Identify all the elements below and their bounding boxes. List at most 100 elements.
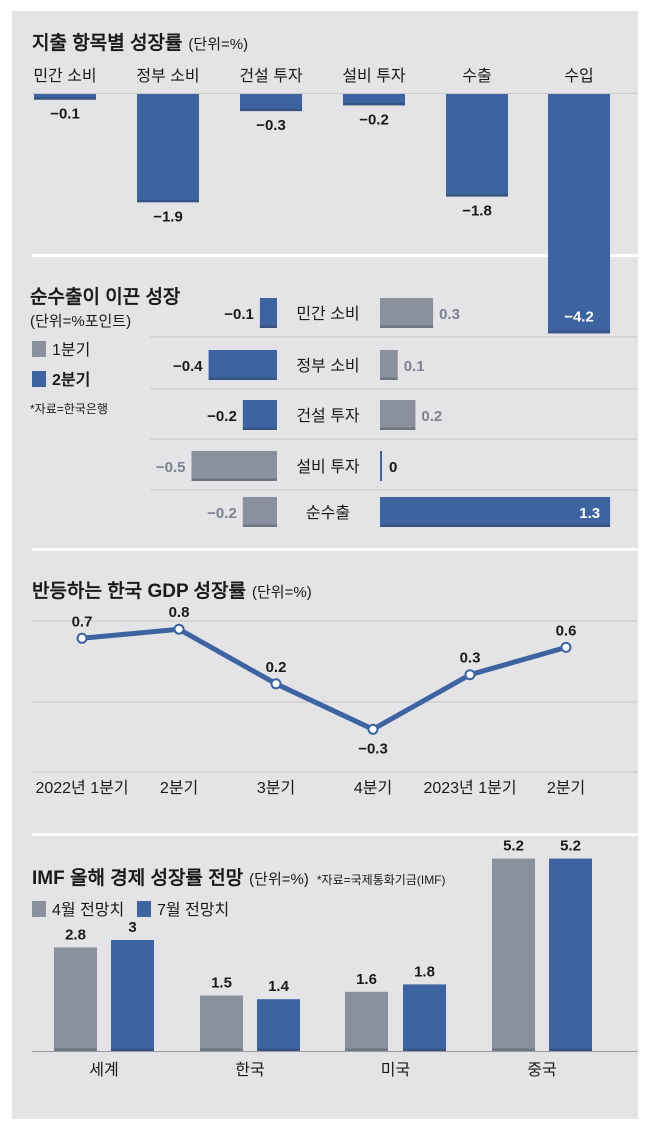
panel1-bar-shadow — [548, 330, 610, 334]
panel3-category-label: 2023년 1분기 — [423, 779, 516, 797]
panel2-bar-q1-shadow — [242, 524, 277, 527]
panel4-bar-july-fill — [403, 984, 446, 1051]
legend-swatch-q1 — [32, 341, 46, 357]
panel3-heading: 반등하는 한국 GDP 성장률 (단위=%) — [32, 580, 312, 602]
panel1-category-label: 정부 소비 — [136, 67, 199, 85]
panel1-bar-shadow — [137, 199, 199, 203]
panel4-bar-july-fill — [257, 999, 300, 1051]
panel1-bars: 민간 소비 −0.1 정부 소비 −1.9 건설 투자 −0.3 설비 투자 −0.2 수출 −1… — [32, 67, 638, 334]
panel4-bar-april-fill — [345, 991, 388, 1051]
panel4-value-label-april: 2.8 — [65, 926, 86, 943]
infographic-frame: 지출 항목별 성장률 (단위=%) 민간 소비 −0.1 정부 소비 −1.9 건설 투자… — [12, 11, 638, 1119]
panel1-category-label: 건설 투자 — [239, 67, 303, 85]
panel4-bar-july-fill — [111, 940, 154, 1051]
panel4-bar-april-fill — [54, 947, 97, 1051]
panel2-value-label-q2: 1.3 — [579, 505, 600, 522]
panel2-value-label-q2: −0.1 — [224, 306, 254, 323]
panel3-value-label: 0.3 — [460, 650, 481, 667]
panel3-point — [76, 632, 88, 644]
legend-swatch-july — [137, 901, 151, 917]
panel2-value-label-q2: −0.4 — [173, 358, 203, 375]
panel4-unit: (단위=%) — [249, 871, 309, 888]
panel3-value-label: 0.8 — [169, 604, 190, 621]
panel4-bar-april-shadow — [200, 1048, 243, 1051]
panel4-category-label: 세계 — [89, 1061, 118, 1079]
panel1-value-label: −1.9 — [153, 208, 183, 225]
panel4-bar-july-shadow — [549, 1048, 592, 1051]
divider-3 — [32, 833, 638, 836]
panel4-bar-july-shadow — [403, 1048, 446, 1051]
panel4-bar-april — [54, 947, 97, 1051]
panel4-value-label-july: 5.2 — [560, 838, 581, 855]
panel4-bar-july — [403, 984, 446, 1051]
panel4-bar-april-fill — [200, 995, 243, 1051]
panel2-unit: (단위=%포인트) — [30, 313, 131, 330]
panel2-bar-q1 — [380, 350, 398, 380]
panel1-bar-shadow — [240, 108, 302, 112]
panel4-bar-april — [492, 858, 535, 1051]
legend-swatch-april — [32, 901, 46, 917]
panel2-bar-q2-shadow — [259, 325, 277, 328]
panel1-bar-shadow — [446, 194, 508, 197]
panel3-point — [560, 641, 572, 653]
panel2-bar-q2 — [208, 350, 277, 380]
panel2-bar-q1-fill — [380, 400, 416, 430]
panel2-bar-q1 — [191, 451, 277, 481]
panel4-bar-july — [549, 858, 592, 1051]
panel1-heading: 지출 항목별 성장률 (단위=%) — [32, 32, 248, 54]
legend-label-april: 4월 전망치 — [52, 901, 124, 919]
panel1-bar-fill — [34, 94, 96, 100]
panel2-value-label-q1: −0.5 — [156, 459, 186, 476]
legend-label-q2: 2분기 — [52, 371, 90, 389]
panel3-value-label: 0.7 — [72, 613, 93, 630]
panel4-bar-july — [111, 940, 154, 1051]
panel3-unit: (단위=%) — [252, 584, 312, 601]
panel2-category-label: 정부 소비 — [296, 357, 359, 375]
panel1-category-label: 민간 소비 — [33, 67, 96, 85]
panel4-category-label: 한국 — [235, 1061, 264, 1079]
panel2-bar-q1 — [242, 497, 277, 527]
panel4-bar-july-shadow — [257, 1048, 300, 1051]
panel3-series-line — [79, 626, 569, 732]
panel4-value-label-april: 1.5 — [211, 975, 232, 992]
panel4-value-label-july: 1.4 — [268, 978, 290, 995]
panel3-value-label: 0.6 — [556, 622, 577, 639]
panel3-line-chart: 0.7 2022년 1분기 0.8 2분기 0.2 3분기 −0.3 4분기 0.3 2023년 … — [32, 604, 638, 797]
panel2-category-label: 설비 투자 — [296, 458, 360, 476]
panel2-bar-q1-fill — [380, 350, 398, 380]
divider-2 — [32, 548, 638, 551]
panel2-bar-q2-zero — [380, 451, 382, 481]
panel1-bar — [548, 94, 610, 334]
panel3-point — [464, 669, 476, 681]
panel1-bar — [240, 94, 302, 112]
panel4-category-label: 미국 — [381, 1061, 410, 1079]
panel4-bar-april — [345, 991, 388, 1051]
panel1-bar-fill — [343, 94, 405, 106]
panel2-bar-q2 — [380, 497, 611, 527]
panel3-category-label: 3분기 — [257, 779, 295, 797]
panel1-bar-fill — [137, 94, 199, 203]
panel3-point — [173, 623, 185, 635]
panel4-heading: IMF 올해 경제 성장률 전망 (단위=%) *자료=국제통화기금(IMF) — [32, 867, 446, 889]
panel3-point — [367, 723, 379, 735]
panel2-bar-q2-fill — [259, 298, 277, 328]
panel4-value-label-april: 5.2 — [503, 838, 524, 855]
divider-1 — [32, 254, 638, 257]
panel2-source: *자료=한국은행 — [30, 401, 108, 416]
panel3-category-label: 2022년 1분기 — [35, 779, 128, 797]
panel4-bar-july — [257, 999, 300, 1051]
panel2-bar-q1-shadow — [380, 377, 398, 380]
panel4-category-label: 중국 — [527, 1062, 556, 1079]
panel3-category-label: 2분기 — [547, 779, 585, 797]
panel1-bar — [34, 94, 96, 100]
panel2-category-label: 민간 소비 — [296, 305, 359, 323]
panel2-category-label: 순수출 — [306, 504, 350, 522]
panel1-category-label: 수출 — [462, 67, 491, 85]
panel4-bar-april-shadow — [54, 1048, 97, 1051]
panel4-bar-april-shadow — [345, 1048, 388, 1051]
panel3-point — [270, 678, 282, 690]
panel4-value-label-july: 3 — [128, 919, 136, 936]
panel2-bar-q1-shadow — [380, 427, 416, 430]
panel3-category-label: 4분기 — [354, 779, 392, 797]
panel2-category-label: 건설 투자 — [296, 407, 360, 425]
